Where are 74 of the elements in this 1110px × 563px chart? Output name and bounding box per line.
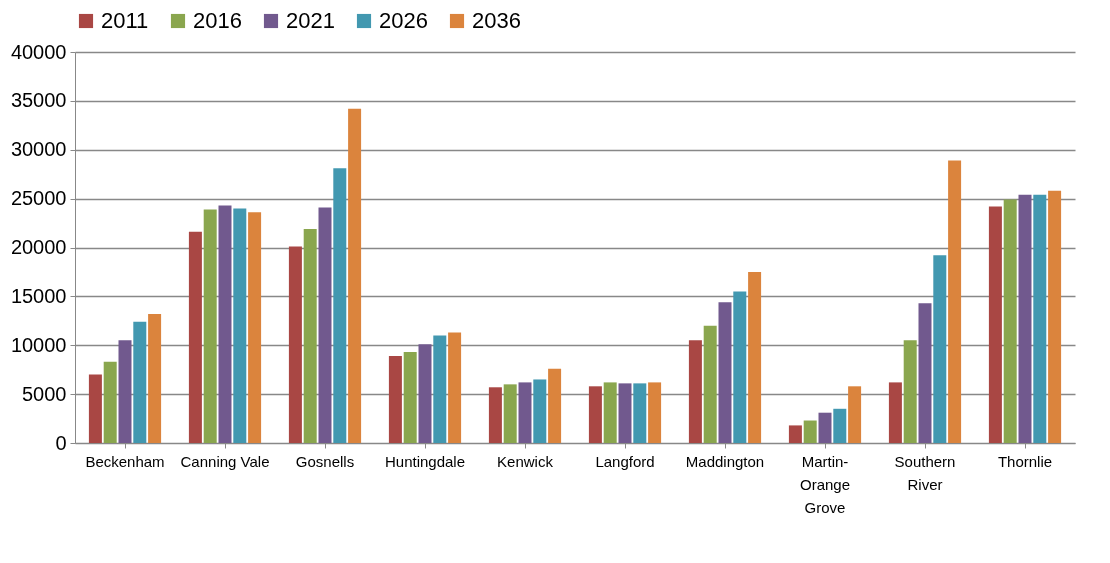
y-tick-label: 5000 (22, 382, 67, 405)
bar (588, 386, 602, 443)
x-tick-label: Kenwick (497, 452, 554, 470)
bar (803, 420, 817, 443)
bar (748, 271, 762, 443)
bar (488, 387, 502, 443)
bar (118, 340, 132, 443)
bar (648, 382, 662, 443)
bar (948, 160, 962, 443)
x-tick-label: Canning Vale (180, 452, 270, 470)
legend-label: 2016 (193, 8, 242, 33)
bar (433, 335, 447, 443)
bar (703, 325, 717, 443)
bar (833, 408, 847, 443)
legend-label: 2021 (286, 8, 335, 33)
bar (618, 383, 632, 443)
bar (788, 425, 802, 443)
bar (1018, 194, 1032, 443)
bar (218, 205, 232, 443)
bar (248, 212, 262, 443)
legend-label: 2036 (472, 8, 521, 33)
bar (988, 206, 1002, 443)
bar (518, 382, 532, 443)
y-tick-label: 15000 (10, 284, 67, 307)
x-tick-label: Langford (595, 452, 655, 470)
bar (188, 231, 202, 443)
x-tick-label: Gosnells (295, 452, 355, 470)
bar (888, 382, 902, 443)
bar (133, 321, 147, 443)
bar (1003, 199, 1017, 443)
bar (903, 340, 917, 443)
x-tick-label: Martin-Orange Grove (799, 452, 851, 516)
bar (548, 368, 562, 443)
bar (1048, 190, 1062, 443)
y-tick-label: 35000 (10, 89, 67, 112)
x-tick-label: Beckenham (85, 452, 165, 470)
bar (448, 332, 462, 443)
bar (203, 209, 217, 443)
x-tick-label: Southern River (894, 452, 956, 493)
bar (633, 383, 647, 443)
bar (103, 361, 117, 443)
bar (288, 246, 302, 443)
bar (348, 108, 362, 443)
bar (688, 340, 702, 443)
x-tick-label: Thornlie (997, 452, 1053, 470)
bar (848, 386, 862, 443)
y-tick-label: 25000 (10, 187, 67, 210)
y-tick-label: 40000 (10, 40, 67, 63)
legend-label: 2026 (379, 8, 428, 33)
bar (333, 168, 347, 443)
bar (933, 255, 947, 443)
bar (818, 412, 832, 443)
legend-label: 2011 (101, 8, 149, 33)
x-tick-label: Huntingdale (384, 452, 466, 470)
x-tick-label: Maddington (685, 452, 765, 470)
bar (388, 356, 402, 443)
bar (503, 384, 517, 443)
bar (403, 352, 417, 443)
bar (148, 313, 162, 443)
bar (303, 228, 317, 443)
y-tick-label: 0 (55, 431, 67, 454)
y-tick-label: 30000 (10, 138, 67, 161)
bar (533, 379, 547, 443)
bar (918, 303, 932, 443)
bar (733, 291, 747, 443)
bar (603, 382, 617, 443)
bar (418, 344, 432, 443)
y-tick-label: 10000 (10, 333, 67, 356)
bar (1033, 194, 1047, 443)
bar (718, 302, 732, 443)
bar (233, 208, 247, 443)
bar (318, 207, 332, 443)
bar (88, 374, 102, 443)
y-tick-label: 20000 (10, 236, 67, 258)
